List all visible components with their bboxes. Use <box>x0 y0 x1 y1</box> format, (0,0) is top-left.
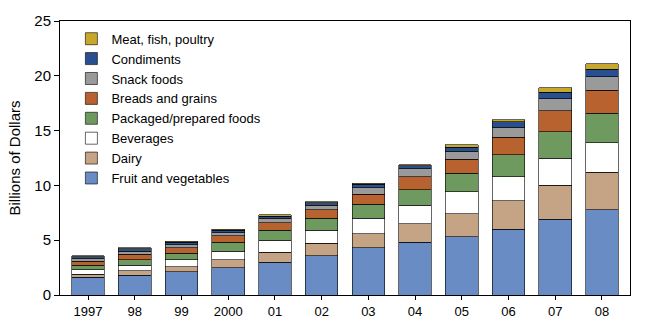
svg-text:07: 07 <box>548 304 562 319</box>
svg-text:99: 99 <box>174 304 188 319</box>
svg-text:01: 01 <box>268 304 282 319</box>
svg-text:Meat, fish, poultry: Meat, fish, poultry <box>111 32 214 47</box>
svg-text:03: 03 <box>361 304 375 319</box>
svg-text:25: 25 <box>34 12 51 29</box>
svg-text:06: 06 <box>501 304 515 319</box>
svg-text:1997: 1997 <box>74 304 103 319</box>
svg-text:2000: 2000 <box>214 304 243 319</box>
svg-text:5: 5 <box>43 231 51 248</box>
svg-text:Breads and grains: Breads and grains <box>111 91 217 106</box>
svg-text:08: 08 <box>595 304 609 319</box>
svg-text:05: 05 <box>455 304 469 319</box>
svg-text:0: 0 <box>43 286 51 303</box>
svg-text:20: 20 <box>34 67 51 84</box>
svg-text:10: 10 <box>34 177 51 194</box>
svg-text:Billions of Dollars: Billions of Dollars <box>6 100 23 215</box>
svg-text:15: 15 <box>34 122 51 139</box>
svg-text:Fruit and vegetables: Fruit and vegetables <box>111 171 229 186</box>
svg-text:Dairy: Dairy <box>111 151 142 166</box>
svg-text:02: 02 <box>314 304 328 319</box>
svg-text:Beverages: Beverages <box>111 131 174 146</box>
svg-text:Condiments: Condiments <box>111 52 181 67</box>
svg-text:98: 98 <box>128 304 142 319</box>
svg-text:04: 04 <box>408 304 422 319</box>
svg-text:Packaged/prepared foods: Packaged/prepared foods <box>111 111 260 126</box>
svg-text:Snack foods: Snack foods <box>111 72 183 87</box>
